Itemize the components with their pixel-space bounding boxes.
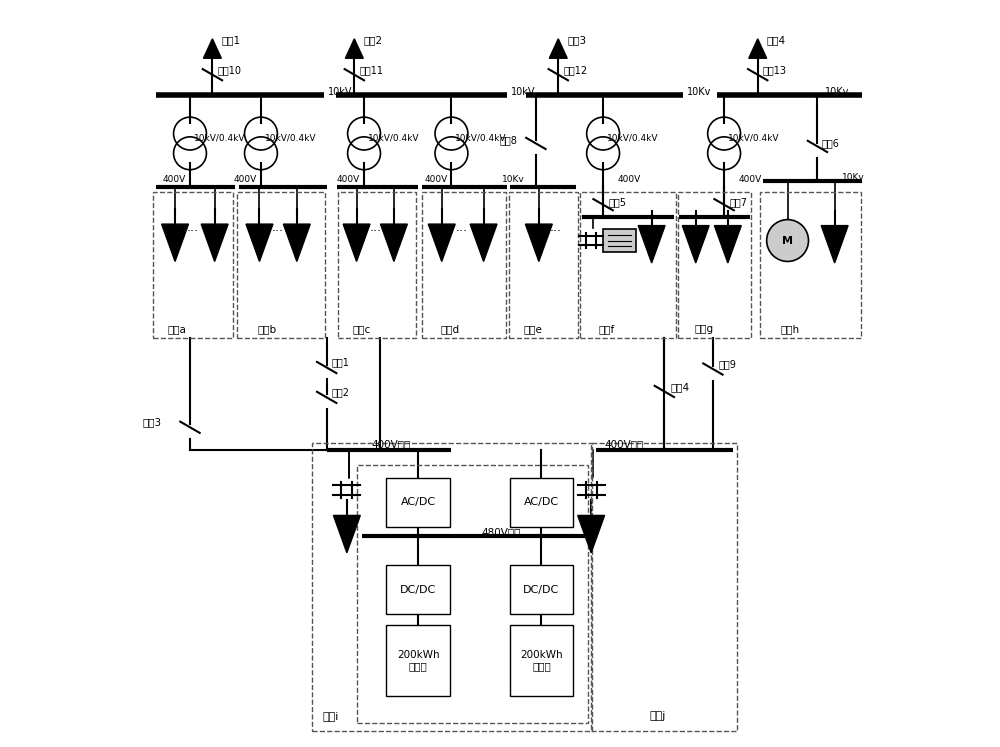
Polygon shape [714, 226, 741, 263]
Text: AC/DC: AC/DC [524, 498, 559, 507]
Text: AC/DC: AC/DC [401, 498, 436, 507]
Polygon shape [638, 226, 665, 263]
Text: 10Kv: 10Kv [687, 87, 711, 97]
Text: 区域h: 区域h [780, 323, 799, 334]
Polygon shape [343, 224, 370, 261]
Text: 400V: 400V [618, 175, 641, 184]
Text: 区域j: 区域j [649, 710, 666, 721]
Text: 400V交流: 400V交流 [372, 439, 411, 450]
Text: 开关11: 开关11 [360, 65, 384, 75]
Polygon shape [549, 39, 567, 58]
Text: 200kWh
蓄电池: 200kWh 蓄电池 [520, 650, 563, 672]
Polygon shape [283, 224, 310, 261]
Text: 480V直流: 480V直流 [481, 527, 521, 537]
Polygon shape [246, 224, 273, 261]
Text: ...: ... [549, 221, 561, 235]
Text: M: M [782, 235, 793, 246]
Text: 区域b: 区域b [257, 323, 276, 334]
Text: 开关9: 开关9 [719, 359, 737, 370]
Text: 10kV/0.4kV: 10kV/0.4kV [607, 134, 658, 143]
Text: 馈线1: 馈线1 [221, 35, 240, 46]
Text: 开关1: 开关1 [331, 357, 349, 368]
Text: 区域d: 区域d [440, 323, 459, 334]
Text: 开关12: 开关12 [563, 65, 588, 75]
FancyBboxPatch shape [510, 625, 573, 696]
Text: 10kV/0.4kV: 10kV/0.4kV [265, 134, 316, 143]
Text: 馈线4: 馈线4 [767, 35, 786, 46]
Text: 400V: 400V [163, 175, 186, 184]
Polygon shape [428, 224, 455, 261]
Text: 开关3: 开关3 [143, 417, 162, 427]
Text: ...: ... [186, 221, 198, 235]
Polygon shape [333, 515, 360, 553]
Text: 200kWh
蓄电池: 200kWh 蓄电池 [397, 650, 440, 672]
Text: 开关10: 开关10 [218, 65, 242, 75]
Text: 开关7: 开关7 [729, 196, 747, 207]
Text: 开关5: 开关5 [608, 196, 626, 207]
Text: 10kV: 10kV [328, 87, 353, 97]
Text: 10kV: 10kV [511, 87, 536, 97]
Text: 10kV/0.4kV: 10kV/0.4kV [368, 134, 419, 143]
Text: 区域i: 区域i [322, 710, 339, 721]
Polygon shape [470, 224, 497, 261]
Text: 区域c: 区域c [353, 323, 371, 334]
Polygon shape [203, 39, 221, 58]
Text: 开关2: 开关2 [331, 387, 349, 397]
Text: ...: ... [271, 221, 283, 235]
Text: 馈线2: 馈线2 [363, 35, 382, 46]
Text: DC/DC: DC/DC [400, 585, 436, 595]
Polygon shape [380, 224, 407, 261]
FancyBboxPatch shape [510, 478, 573, 527]
FancyBboxPatch shape [510, 565, 573, 614]
Polygon shape [682, 226, 709, 263]
Text: 400V: 400V [234, 175, 257, 184]
Polygon shape [749, 39, 767, 58]
Text: ...: ... [455, 221, 467, 235]
Text: 10Kv: 10Kv [842, 173, 865, 182]
Text: 开关8: 开关8 [500, 135, 518, 146]
Text: 区域e: 区域e [524, 323, 543, 334]
Text: 10Kv: 10Kv [825, 87, 849, 97]
Text: 10kV/0.4kV: 10kV/0.4kV [455, 134, 507, 143]
Circle shape [767, 220, 809, 261]
Text: 区域f: 区域f [599, 323, 615, 334]
Text: 400V交流: 400V交流 [605, 439, 644, 450]
FancyBboxPatch shape [386, 625, 450, 696]
Polygon shape [821, 226, 848, 263]
Text: 馈线3: 馈线3 [567, 35, 586, 46]
FancyBboxPatch shape [386, 565, 450, 614]
Polygon shape [162, 224, 189, 261]
Text: 区域g: 区域g [694, 323, 713, 334]
Polygon shape [345, 39, 363, 58]
Text: 400V: 400V [739, 175, 762, 184]
Polygon shape [525, 224, 552, 261]
Polygon shape [578, 515, 605, 553]
Text: 10kV/0.4kV: 10kV/0.4kV [728, 134, 779, 143]
Text: 10Kv: 10Kv [502, 175, 525, 184]
Polygon shape [201, 224, 228, 261]
Text: 开关13: 开关13 [763, 65, 787, 75]
Text: DC/DC: DC/DC [523, 585, 560, 595]
Text: 400V: 400V [337, 175, 360, 184]
Text: 区域a: 区域a [168, 323, 186, 334]
Text: 开关4: 开关4 [670, 382, 689, 392]
Text: 开关6: 开关6 [821, 138, 839, 149]
Text: 400V: 400V [424, 175, 448, 184]
FancyBboxPatch shape [603, 229, 636, 252]
FancyBboxPatch shape [386, 478, 450, 527]
Text: ...: ... [369, 221, 381, 235]
Text: 10kV/0.4kV: 10kV/0.4kV [194, 134, 245, 143]
